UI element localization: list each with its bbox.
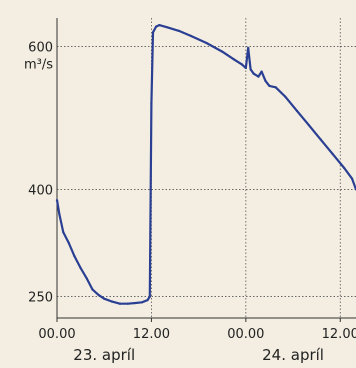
x-tick-label-0: 00.00 bbox=[38, 327, 75, 342]
y-tick-label-250: 250 bbox=[28, 291, 53, 306]
series-0-point-22 bbox=[177, 29, 181, 32]
series-0-point-5 bbox=[79, 266, 82, 270]
series-0-point-6 bbox=[85, 277, 88, 280]
series-0-point-28 bbox=[244, 66, 247, 70]
series-0-point-1 bbox=[58, 213, 61, 216]
series-0-point-36 bbox=[274, 86, 277, 89]
series-0-point-14 bbox=[140, 301, 144, 304]
x-tick-label-1: 12.00 bbox=[133, 327, 170, 342]
series-0-point-43 bbox=[351, 177, 354, 180]
x-tick-label-3: 12.00 bbox=[322, 327, 356, 342]
series-0-point-13 bbox=[134, 301, 137, 305]
series-0-point-7 bbox=[91, 288, 94, 291]
series-0-point-0 bbox=[55, 199, 59, 202]
series-0-point-35 bbox=[268, 84, 271, 87]
series-0-point-38 bbox=[295, 109, 299, 112]
series-0-point-12 bbox=[126, 302, 129, 305]
series-0-point-16 bbox=[148, 295, 151, 298]
series-0-point-4 bbox=[73, 254, 76, 257]
series-0-point-15 bbox=[146, 299, 149, 302]
plot-area bbox=[57, 18, 356, 318]
y-tick-label-600: 600 bbox=[28, 41, 53, 56]
series-0-point-10 bbox=[111, 300, 114, 303]
series-0-point-27 bbox=[240, 63, 243, 66]
series-layer bbox=[55, 24, 356, 305]
series-0-point-25 bbox=[221, 50, 224, 53]
series-0-point-41 bbox=[331, 152, 334, 155]
x-tick-label-2: 00.00 bbox=[227, 327, 264, 342]
y-unit-label: m³/s bbox=[24, 58, 53, 73]
date-label-0: 23. apríl bbox=[73, 346, 135, 364]
series-0-point-32 bbox=[257, 75, 260, 78]
axes bbox=[56, 18, 356, 322]
series-0-point-11 bbox=[118, 302, 121, 305]
series-0-point-33 bbox=[260, 70, 263, 73]
series-0-point-19 bbox=[155, 25, 158, 28]
series-0-point-31 bbox=[252, 72, 255, 75]
series-0-point-3 bbox=[67, 241, 70, 245]
series-0-point-24 bbox=[205, 41, 208, 45]
series-0-point-17 bbox=[150, 102, 153, 105]
series-0-point-2 bbox=[62, 231, 65, 234]
series-0-point-21 bbox=[166, 26, 169, 29]
series-0-point-20 bbox=[158, 24, 161, 27]
series-0-point-26 bbox=[232, 58, 236, 61]
labels: 600 400 250 m³/s 00.00 12.00 00.00 12.00 23. apr… bbox=[24, 41, 356, 364]
series-0-point-9 bbox=[103, 297, 106, 300]
series-0-point-23 bbox=[189, 34, 192, 38]
date-label-1: 24. apríl bbox=[262, 346, 324, 364]
series-0-point-37 bbox=[284, 95, 287, 98]
y-tick-label-400: 400 bbox=[28, 183, 53, 198]
series-0-point-29 bbox=[247, 46, 250, 50]
series-0-point-40 bbox=[319, 138, 322, 141]
series-0-point-39 bbox=[307, 124, 310, 127]
series-0-point-42 bbox=[343, 166, 346, 170]
series-0-point-34 bbox=[264, 79, 267, 82]
series-0-point-18 bbox=[151, 31, 155, 34]
series-0-point-30 bbox=[249, 68, 252, 71]
series-0-point-8 bbox=[97, 294, 100, 297]
